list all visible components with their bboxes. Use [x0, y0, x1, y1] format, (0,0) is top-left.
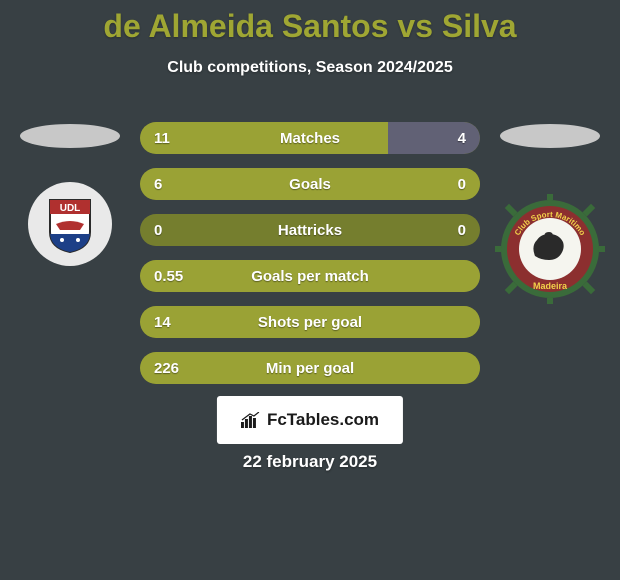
stat-name: Goals [140, 176, 480, 193]
stat-bar: 226Min per goal [140, 352, 480, 384]
stat-bars: 11Matches46Goals00Hattricks00.55Goals pe… [140, 100, 480, 384]
stat-bar: 6Goals0 [140, 168, 480, 200]
chart-icon [241, 412, 261, 428]
left-shadow [20, 124, 120, 148]
team-logo-left: UDL [28, 182, 112, 271]
comparison-infographic: de Almeida Santos vs Silva Club competit… [0, 0, 620, 580]
stat-bar: 14Shots per goal [140, 306, 480, 338]
stat-value-right: 4 [458, 130, 466, 147]
svg-text:UDL: UDL [60, 203, 81, 214]
stat-bar: 11Matches4 [140, 122, 480, 154]
footer-date: 22 february 2025 [0, 452, 620, 472]
comparison-stage: UDL 11Matches46Goals00Hattricks00.55Goal… [0, 100, 620, 384]
brand-text: FcTables.com [267, 410, 379, 430]
stat-name: Goals per match [140, 268, 480, 285]
stat-name: Matches [140, 130, 480, 147]
stat-name: Shots per goal [140, 314, 480, 331]
stat-name: Hattricks [140, 222, 480, 239]
stat-bar: 0.55Goals per match [140, 260, 480, 292]
player-right-side: Club Sport MaritimoMadeira [490, 100, 610, 384]
page-subtitle: Club competitions, Season 2024/2025 [0, 59, 620, 77]
svg-text:Madeira: Madeira [533, 281, 568, 291]
page-title: de Almeida Santos vs Silva [0, 0, 620, 45]
stat-value-right: 0 [458, 176, 466, 193]
brand-badge: FcTables.com [217, 396, 403, 444]
team-logo-right: Club Sport MaritimoMadeira [495, 194, 605, 309]
stat-name: Min per goal [140, 360, 480, 377]
stat-value-right: 0 [458, 222, 466, 239]
stat-bar: 0Hattricks0 [140, 214, 480, 246]
right-shadow [500, 124, 600, 148]
player-left-side: UDL [10, 100, 130, 384]
